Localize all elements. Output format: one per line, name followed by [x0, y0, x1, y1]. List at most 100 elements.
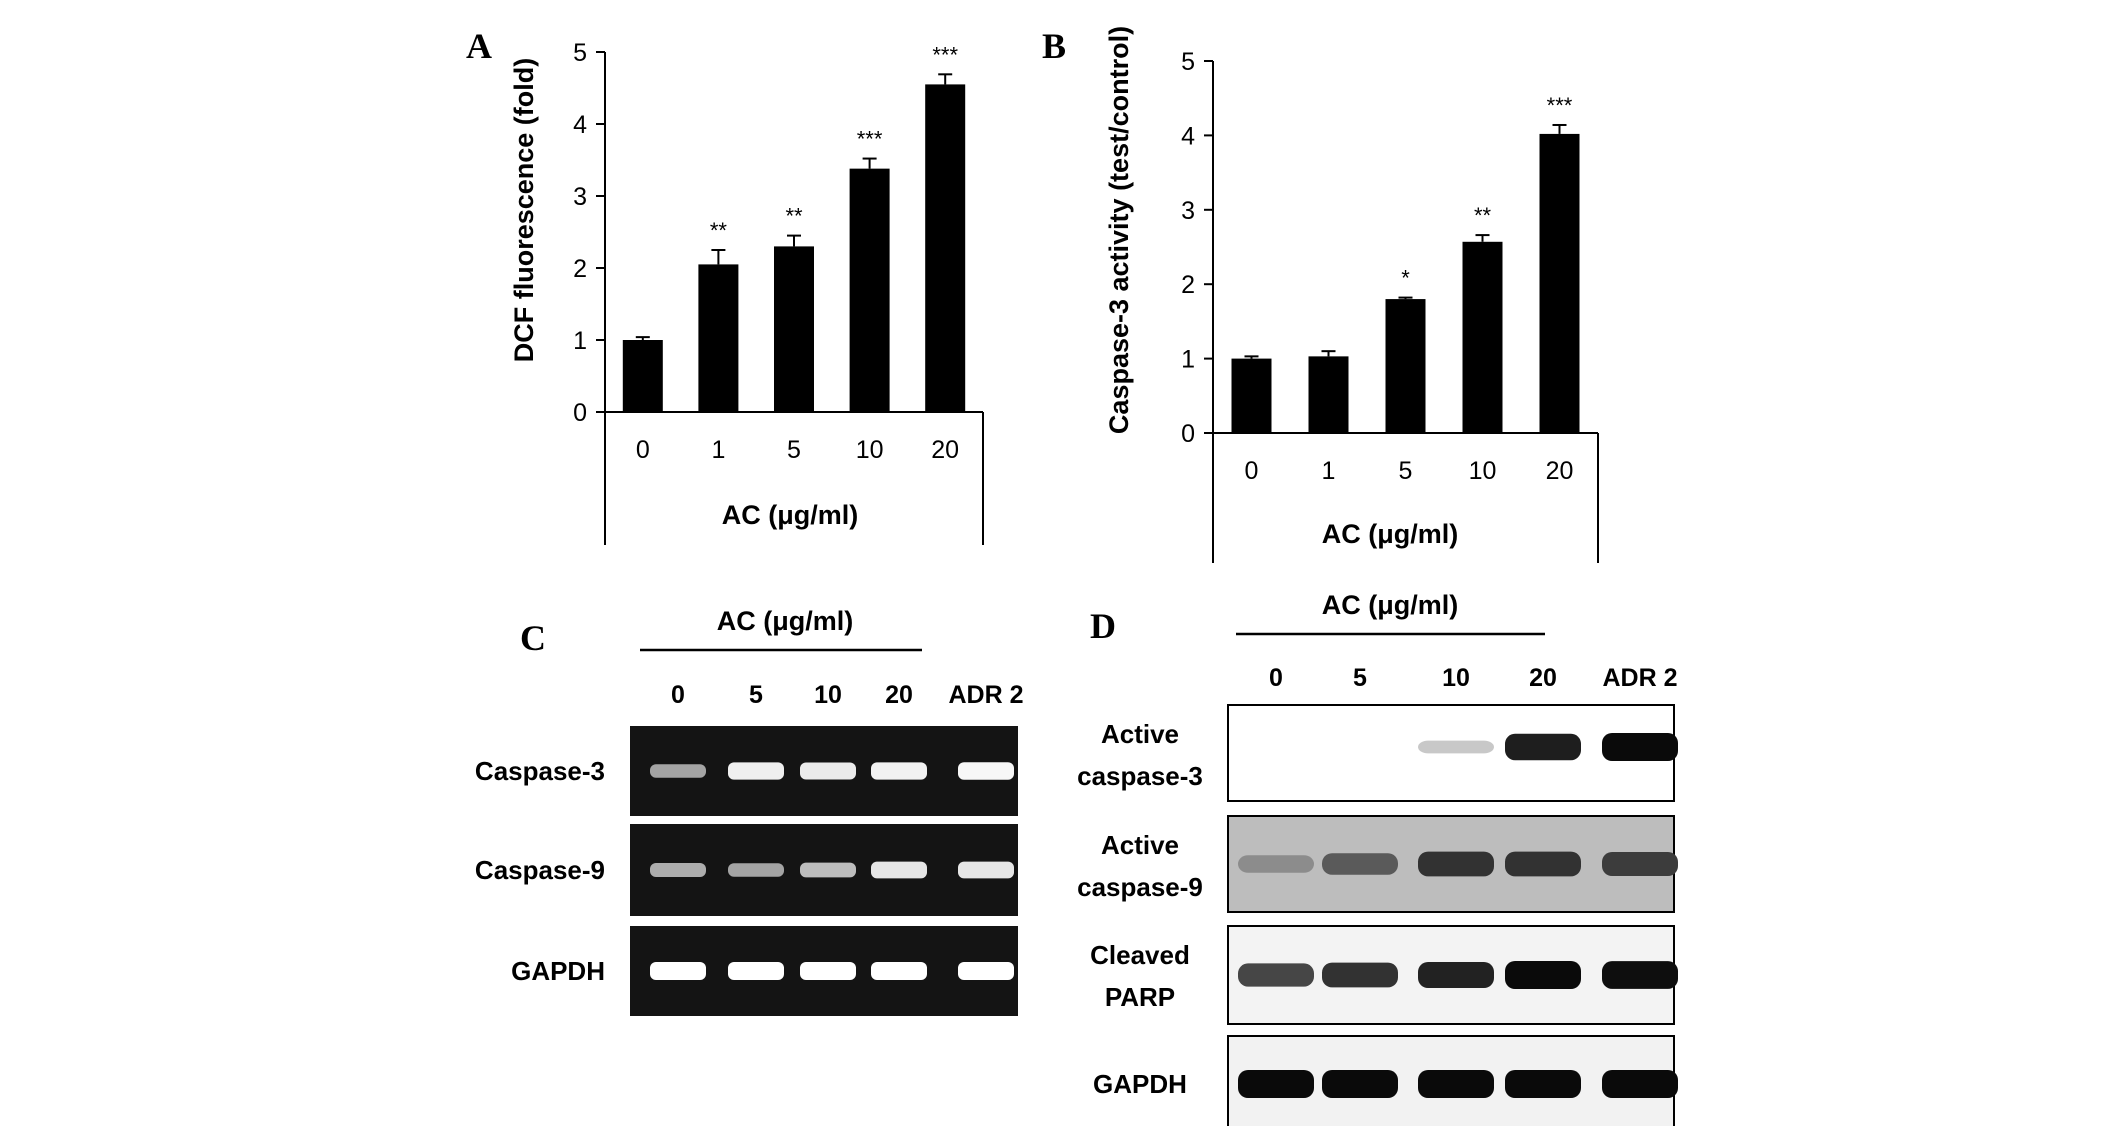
chart-a-bar	[774, 246, 814, 412]
panel-d-band	[1602, 852, 1678, 876]
panel-d-band	[1322, 962, 1398, 988]
panel-c-band	[800, 962, 856, 980]
panel-d-lane-label: 0	[1269, 664, 1283, 692]
chart-b-bar	[1385, 299, 1426, 433]
panel-c-band	[871, 762, 927, 780]
panel-d-band	[1238, 963, 1314, 987]
panel-d-band	[1505, 851, 1581, 877]
chart-a-ylabel: DCF fluorescence (fold)	[509, 58, 539, 363]
chart-b-xtick-label: 0	[1245, 457, 1259, 485]
panel-d-row-label-line2: caspase-9	[1077, 872, 1203, 902]
chart-b-ytick-label: 2	[1181, 271, 1195, 299]
panel-c-band	[958, 762, 1014, 780]
panel-c-band	[650, 764, 706, 778]
chart-b-significance: ***	[1547, 93, 1573, 118]
panel-d-row-label-line1: Cleaved	[1090, 940, 1190, 970]
panel-d-band	[1238, 1070, 1314, 1098]
panel-d-lane-label: 5	[1353, 664, 1367, 692]
panel-d-band	[1322, 1070, 1398, 1098]
panel-c-band	[800, 862, 856, 878]
chart-a-ytick-label: 0	[573, 399, 587, 427]
chart-a-significance: **	[785, 204, 803, 229]
chart-b-bar	[1231, 358, 1272, 433]
panel-c-band	[728, 962, 784, 980]
panel-d-band	[1238, 855, 1314, 873]
chart-b-xtick-label: 10	[1469, 457, 1497, 485]
panel-c-band	[728, 863, 784, 877]
panel-d-band	[1505, 1070, 1581, 1098]
panel-d-blot: D AC (μg/ml) 0 5 10 20 ADR 2 Active caspase-3…	[1077, 590, 1678, 1126]
panel-d-band	[1602, 961, 1678, 989]
panel-d-band	[1602, 733, 1678, 761]
chart-b-significance: *	[1401, 266, 1410, 291]
panel-d-band	[1418, 851, 1494, 877]
chart-b-xtick-label: 5	[1399, 457, 1413, 485]
chart-a-xlabel: AC (μg/ml)	[722, 500, 859, 530]
panel-c-lane-label: 0	[671, 681, 685, 709]
panel-d-band	[1322, 853, 1398, 875]
chart-b-ylabel: Caspase-3 activity (test/control)	[1104, 26, 1134, 434]
chart-b-significance: **	[1474, 203, 1492, 228]
panel-c-row-label: Caspase-3	[475, 756, 605, 786]
chart-b-ticks: 0 1 2 3 4 5 0 1 5 10 20	[1181, 48, 1599, 563]
panel-c-lane-label: ADR 2	[948, 681, 1023, 709]
chart-a-xtick-label: 5	[787, 436, 801, 464]
panel-c-gel: C AC (μg/ml) 0 5 10 20 ADR 2 Caspase-3Caspas…	[475, 606, 1024, 1016]
panel-d-band	[1505, 961, 1581, 989]
chart-a-ytick-label: 2	[573, 255, 587, 283]
chart-b-bar	[1539, 133, 1580, 434]
chart-b-bars: ******	[1231, 93, 1580, 434]
chart-b-ytick-label: 1	[1181, 346, 1195, 374]
panel-d-blot-strip	[1227, 704, 1675, 802]
panel-c-band	[871, 861, 927, 879]
chart-b-ytick-label: 0	[1181, 420, 1195, 448]
panel-d-band	[1505, 733, 1581, 761]
panel-d-lane-labels: 0 5 10 20 ADR 2	[1269, 664, 1677, 692]
panel-c-row-label: GAPDH	[511, 956, 605, 986]
chart-a-ytick-label: 1	[573, 327, 587, 355]
chart-a-significance: **	[710, 218, 728, 243]
chart-a-bar	[622, 340, 663, 412]
panel-d-row-label-line1: Active	[1101, 719, 1179, 749]
panel-c-band	[650, 962, 706, 980]
panel-letter-c: C	[520, 618, 546, 658]
panel-c-lane-label: 5	[749, 681, 763, 709]
chart-a-bar	[925, 84, 966, 413]
chart-a-ytick-label: 4	[573, 111, 587, 139]
panel-d-band	[1418, 961, 1494, 989]
chart-a-bar	[698, 264, 739, 412]
panel-c-band	[650, 863, 706, 877]
panel-c-band	[728, 762, 784, 780]
chart-b-xtick-label: 1	[1322, 457, 1336, 485]
panel-c-lane-label: 10	[814, 681, 842, 709]
panel-d-lane-label: 10	[1442, 664, 1470, 692]
chart-a-bar	[849, 168, 890, 412]
panel-letter-d: D	[1090, 606, 1116, 646]
panel-d-row-label-line2: caspase-3	[1077, 761, 1203, 791]
panel-d-band	[1418, 1070, 1494, 1098]
chart-a-significance: ***	[932, 42, 958, 67]
chart-a-ticks: 0 1 2 3 4 5 0 1 5 10 20	[573, 39, 984, 545]
panel-c-band	[800, 762, 856, 780]
panel-d-row-label-line1: Active	[1101, 830, 1179, 860]
chart-a-xtick-label: 0	[636, 436, 650, 464]
panel-d-row-label: GAPDH	[1093, 1069, 1187, 1099]
chart-a-ytick-label: 5	[573, 39, 587, 67]
chart-b-ytick-label: 4	[1181, 122, 1195, 150]
chart-b-xlabel: AC (μg/ml)	[1322, 519, 1459, 549]
panel-letter-b: B	[1042, 26, 1066, 66]
chart-a-xtick-label: 20	[931, 436, 959, 464]
panel-d-lane-label: ADR 2	[1602, 664, 1677, 692]
panel-d-band	[1602, 1070, 1678, 1098]
chart-b-bar	[1308, 356, 1349, 433]
panel-c-band	[958, 962, 1014, 980]
panel-c-lane-label: 20	[885, 681, 913, 709]
panel-c-row-label: Caspase-9	[475, 855, 605, 885]
chart-a-xtick-label: 10	[856, 436, 884, 464]
chart-a-bars: **********	[622, 42, 966, 413]
panel-d-band	[1418, 740, 1494, 754]
chart-b-xtick-label: 20	[1546, 457, 1574, 485]
panel-c-rows: Caspase-3 Caspase-9 GAPDH	[475, 726, 1018, 1016]
panel-c-header: AC (μg/ml)	[717, 606, 854, 636]
